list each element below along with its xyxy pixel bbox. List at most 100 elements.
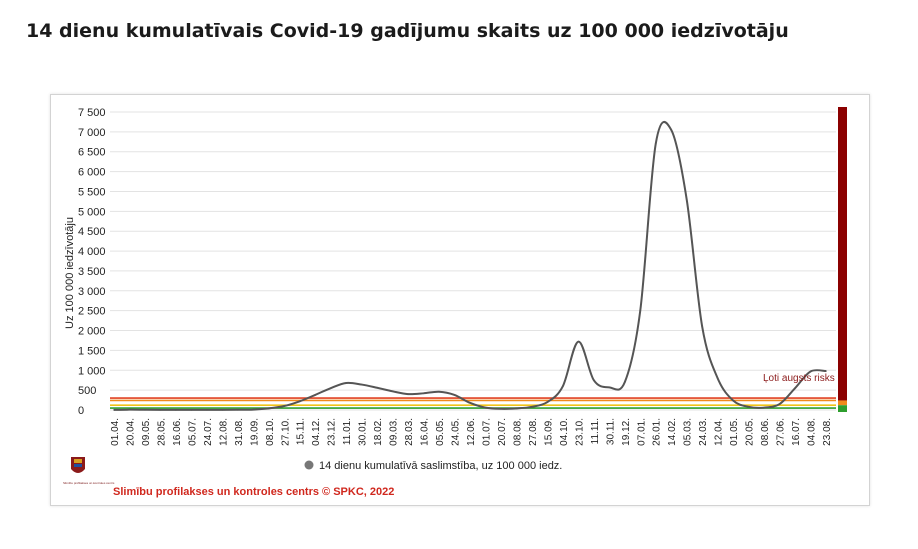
data-point (159, 409, 162, 411)
x-tick-label: 08.06. (760, 418, 771, 446)
x-tick-label: 16.06. (172, 418, 183, 446)
x-tick-label: 08.10. (265, 418, 276, 446)
chart-credit[interactable]: Slimību profilakses un kontroles centrs … (113, 486, 394, 498)
data-point (376, 386, 378, 389)
data-point (825, 370, 827, 372)
x-axis-ticks: 01.04. 20.04. 09.05. 28.05. 16.06. 05.07. 24.0… (110, 418, 833, 446)
data-point (701, 325, 703, 328)
x-tick-label: 09.05. (141, 418, 152, 446)
y-tick-label: 500 (78, 385, 96, 397)
x-tick-label: 09.03. (389, 418, 400, 446)
x-tick-label: 28.05. (156, 418, 167, 446)
x-tick-label: 19.09. (249, 418, 260, 446)
data-point (113, 409, 115, 411)
x-tick-label: 20.04. (125, 418, 136, 446)
x-tick-label: 16.04. (420, 418, 431, 446)
y-tick-label: 3 000 (78, 286, 106, 298)
x-tick-label: 14.02. (667, 418, 678, 446)
y-tick-label: 1 500 (78, 345, 106, 357)
data-point (515, 407, 518, 410)
data-point (252, 408, 255, 411)
x-tick-label: 23.10. (574, 418, 585, 446)
data-point (809, 370, 812, 373)
spkc-logo: Slimību profilakses un kontroles centrs (63, 457, 115, 485)
x-tick-label: 15.11. (296, 418, 307, 445)
risk-bar-low (838, 405, 847, 412)
x-tick-label: 24.05. (451, 418, 462, 446)
x-tick-label: 31.08. (234, 418, 245, 446)
data-point (794, 387, 796, 389)
data-point (685, 198, 688, 201)
data-point (608, 386, 611, 389)
data-point (562, 385, 564, 387)
risk-scale-bar (838, 107, 847, 412)
data-point (732, 399, 734, 402)
x-tick-label: 01.05. (729, 418, 740, 446)
data-point (144, 409, 146, 411)
x-tick-label: 30.01. (358, 418, 369, 446)
y-tick-label: 0 (78, 405, 84, 417)
risk-annotation: Ļoti augsts risks (763, 373, 835, 384)
x-tick-label: 27.06. (776, 418, 787, 446)
data-point (623, 381, 626, 383)
x-tick-label: 16.07. (791, 418, 802, 446)
data-point (206, 409, 208, 411)
data-point (237, 409, 239, 411)
y-tick-label: 4 000 (78, 246, 106, 258)
x-tick-label: 28.03. (404, 418, 415, 446)
x-tick-label: 05.07. (187, 418, 198, 446)
data-point (484, 406, 487, 409)
x-tick-label: 18.02. (373, 418, 384, 446)
data-point (128, 408, 131, 411)
y-tick-label: 3 500 (78, 266, 106, 278)
data-point (283, 405, 286, 407)
x-tick-label: 26.01. (652, 418, 663, 446)
x-tick-label: 04.08. (807, 418, 818, 446)
legend-label: 14 dienu kumulatīvā saslimstība, uz 100 … (319, 460, 562, 472)
y-tick-label: 4 500 (78, 226, 106, 238)
x-tick-label: 01.04. (110, 418, 121, 446)
x-tick-label: 27.10. (280, 418, 291, 446)
x-tick-label: 05.05. (435, 418, 446, 446)
x-tick-label: 04.10. (559, 418, 570, 446)
threshold-lines (110, 397, 836, 409)
series-line (113, 121, 827, 411)
data-point (778, 403, 781, 405)
data-point (747, 406, 750, 408)
x-tick-label: 07.01. (636, 418, 647, 446)
y-tick-label: 5 500 (78, 186, 106, 198)
x-tick-label: 23.08. (822, 418, 833, 446)
data-point (531, 406, 533, 408)
y-axis-label: Uz 100 000 iedzīvotāju (64, 217, 76, 329)
data-point (422, 392, 425, 395)
data-point (345, 382, 347, 384)
data-point (453, 394, 456, 396)
y-tick-label: 2 500 (78, 306, 106, 318)
x-tick-label: 30.11. (605, 418, 616, 445)
legend[interactable]: 14 dienu kumulatīvā saslimstība, uz 100 … (304, 460, 563, 472)
legend-marker (304, 460, 314, 470)
y-tick-label: 7 500 (78, 107, 106, 119)
y-tick-label: 6 000 (78, 167, 106, 179)
y-tick-label: 5 000 (78, 206, 106, 218)
data-point (267, 407, 270, 410)
data-point (438, 390, 440, 393)
x-tick-label: 08.08. (512, 418, 523, 446)
data-point (763, 406, 765, 409)
risk-bar-medium (838, 400, 847, 406)
y-tick-label: 2 000 (78, 326, 106, 338)
data-point (407, 393, 409, 395)
data-point (546, 401, 549, 403)
data-point (298, 400, 301, 403)
x-tick-label: 20.07. (497, 418, 508, 446)
grid-lines (110, 111, 836, 411)
chart-panel: 0 500 1 000 1 500 2 000 2 500 3 000 3 500 4 000 4… (50, 94, 870, 506)
data-point (360, 383, 363, 386)
risk-bar-high (838, 107, 847, 401)
y-tick-label: 6 500 (78, 147, 106, 159)
data-point (329, 387, 332, 389)
data-point (577, 340, 580, 343)
data-point (175, 409, 177, 411)
x-tick-label: 04.12. (311, 418, 322, 446)
y-tick-label: 1 000 (78, 365, 106, 377)
